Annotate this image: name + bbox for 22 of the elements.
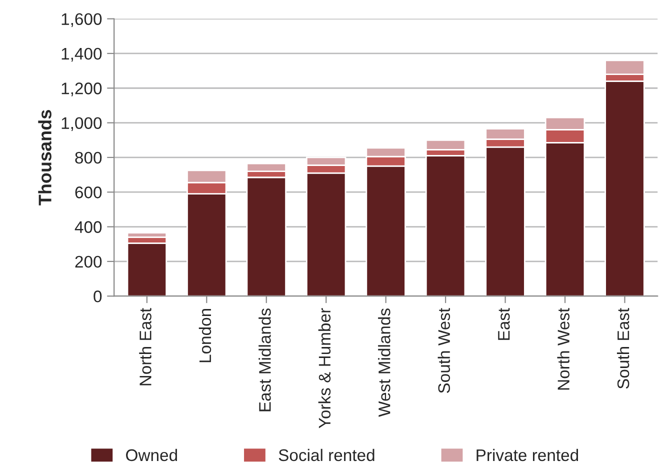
x-tick-label: London: [198, 308, 212, 362]
x-tick-label: East Midlands: [258, 308, 271, 412]
legend-label: Owned: [126, 448, 177, 462]
y-tick-label: 800: [75, 152, 102, 164]
x-tick-label: Yorks & Humber: [318, 308, 331, 428]
y-tick-label: 200: [75, 256, 102, 268]
legend-label: Private rented: [476, 448, 578, 462]
x-tick-label: West Midlands: [378, 308, 390, 417]
x-tick-label: South East: [616, 308, 630, 389]
legend-label: Social rented: [278, 448, 374, 462]
y-tick-label: 400: [74, 221, 102, 233]
y-tick-label: 1,400: [62, 48, 102, 62]
y-axis-title: Thousands: [38, 110, 52, 206]
y-tick-label: 600: [75, 186, 102, 198]
x-tick-label: East: [498, 308, 510, 340]
y-tick-label: 1,600: [62, 13, 102, 27]
x-tick-label: North East: [139, 308, 152, 386]
y-tick-label: 1,200: [62, 82, 102, 96]
x-tick-label: South West: [438, 308, 450, 393]
y-tick-label: 0: [94, 290, 102, 302]
x-tick-label: North West: [557, 308, 570, 390]
y-tick-label: 1,000: [62, 117, 102, 131]
